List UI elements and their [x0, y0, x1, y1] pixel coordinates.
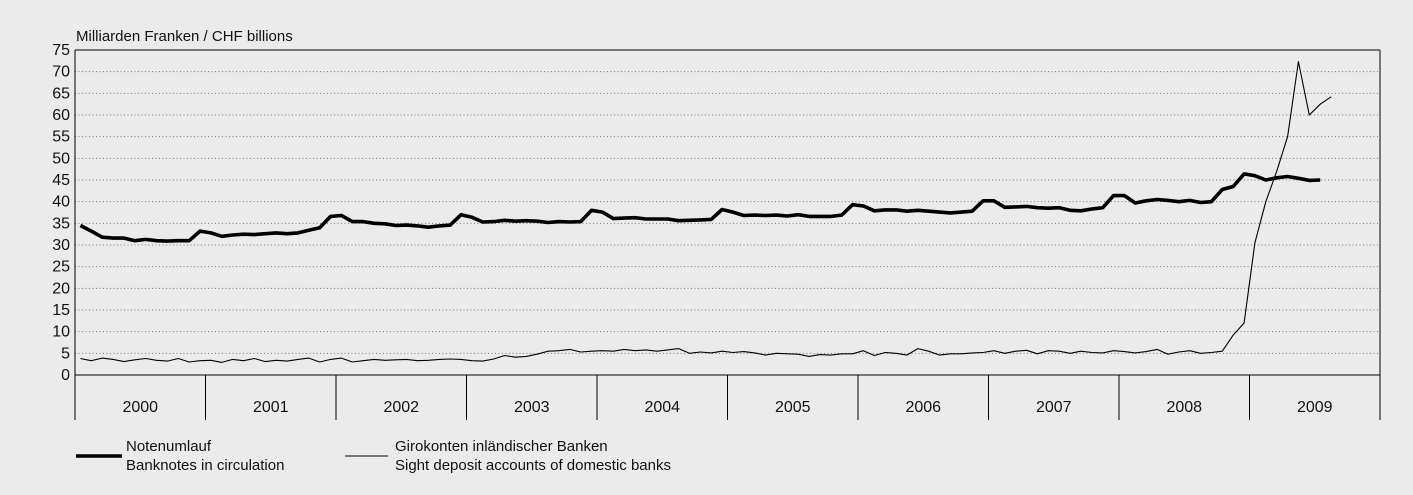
series-lines — [79, 61, 1332, 363]
x-tick-label: 2009 — [1297, 399, 1333, 416]
x-tick-label: 2008 — [1166, 399, 1202, 416]
y-tick-label: 5 — [61, 345, 70, 362]
y-tick-label: 65 — [52, 85, 70, 102]
y-tick-label: 30 — [52, 237, 70, 254]
y-tick-label: 70 — [52, 64, 70, 81]
x-tick-label: 2004 — [644, 399, 680, 416]
y-tick-label: 20 — [52, 280, 70, 297]
y-tick-label: 45 — [52, 172, 70, 189]
grid — [75, 49, 1380, 354]
y-axis-label: Milliarden Franken / CHF billions — [76, 28, 293, 45]
series-line-sight-deposits — [80, 61, 1332, 363]
y-tick-label: 10 — [52, 324, 70, 341]
x-tick-label: 2003 — [514, 399, 550, 416]
y-tick-label: 15 — [52, 302, 70, 319]
y-tick-label: 25 — [52, 259, 70, 276]
axes: 0 5 10 15 20 25 30 35 40 45 50 55 60 65 70 75 2000 2001 20… — [52, 42, 1381, 420]
legend-label-banknotes-en: Banknotes in circulation — [126, 457, 284, 474]
x-tick-label: 2002 — [383, 399, 419, 416]
legend-label-sight-deposits-de: Girokonten inländischer Banken — [395, 438, 608, 455]
x-tick-label: 2007 — [1036, 399, 1072, 416]
x-tick-label: 2006 — [905, 399, 941, 416]
x-tick-label: 2000 — [122, 399, 158, 416]
legend: Notenumlauf Banknotes in circulation Gir… — [76, 438, 671, 474]
legend-label-sight-deposits-en: Sight deposit accounts of domestic banks — [395, 457, 671, 474]
y-tick-label: 35 — [52, 215, 70, 232]
series-line-banknotes — [79, 172, 1321, 243]
y-tick-label: 0 — [61, 367, 70, 384]
y-tick-label: 55 — [52, 129, 70, 146]
y-tick-label: 40 — [52, 194, 70, 211]
y-tick-label: 60 — [52, 107, 70, 124]
y-tick-label: 75 — [52, 42, 70, 59]
y-tick-label: 50 — [52, 150, 70, 167]
legend-label-banknotes-de: Notenumlauf — [126, 438, 212, 455]
x-tick-label: 2001 — [253, 399, 289, 416]
x-tick-label: 2005 — [775, 399, 811, 416]
